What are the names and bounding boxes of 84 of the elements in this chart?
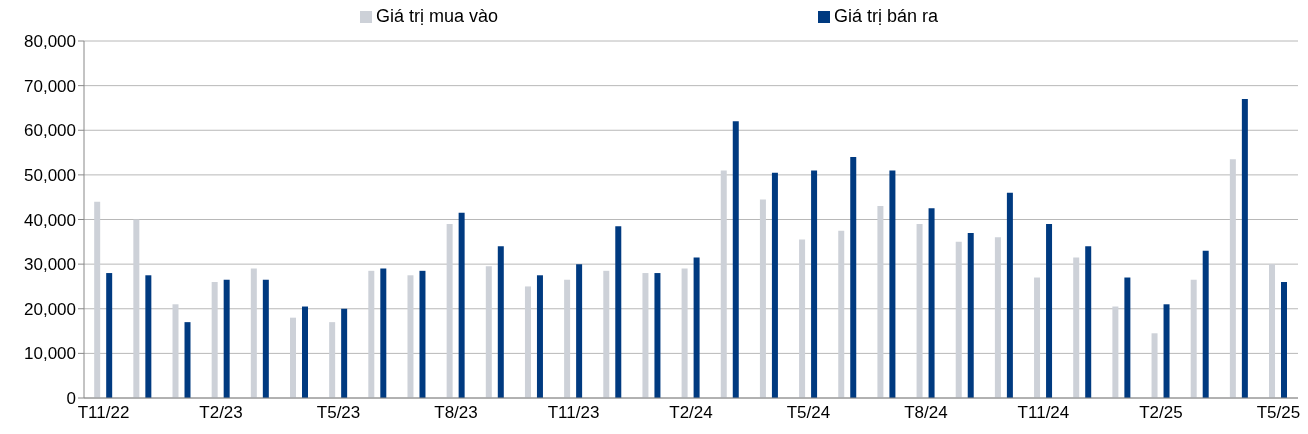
bar [615,226,622,398]
bar [838,230,845,398]
bar [928,208,935,398]
bar [1229,159,1236,398]
bar [994,237,1001,398]
bar [419,270,426,398]
bar [380,268,387,398]
bar [681,268,688,398]
bar [446,223,453,398]
bar [172,304,179,398]
bar [1269,264,1276,398]
bar [1163,304,1170,398]
y-tick-label: 40,000 [24,210,76,230]
bar [524,286,531,398]
bar [289,317,296,398]
bar [485,266,492,398]
bar [184,322,191,398]
bar [811,170,818,398]
y-tick-label: 0 [66,389,76,409]
bar [1190,279,1197,398]
bar [341,308,348,398]
bar [368,270,375,398]
y-tick-label: 20,000 [24,299,76,319]
y-tick-label: 50,000 [24,165,76,185]
x-tick-label: T5/25 [1256,403,1301,423]
y-tick-label: 10,000 [24,344,76,364]
bar [642,273,649,398]
y-tick-label: 60,000 [24,121,76,141]
bar [877,206,884,398]
y-tick-label: 30,000 [24,255,76,275]
x-tick-label: T11/24 [1017,403,1070,423]
bar [693,257,700,398]
x-tick-label: T5/23 [316,403,361,423]
bar [1281,281,1288,398]
bar [407,275,414,398]
bar [720,170,727,398]
bar [603,270,610,398]
bar [497,246,504,398]
bar [211,281,218,398]
x-tick-label: T11/22 [77,403,130,423]
x-tick-label: T11/23 [547,403,600,423]
bar [106,273,113,398]
bar [654,273,661,398]
bar [1112,306,1119,398]
bar [889,170,896,398]
bar [250,268,257,398]
bar [1202,250,1209,398]
bar [458,212,465,398]
bar [732,121,739,398]
y-tick-label: 80,000 [24,32,76,52]
bar [262,279,269,398]
bar [94,201,101,398]
x-tick-label: T5/24 [786,403,831,423]
bar [301,306,308,398]
bar [329,322,336,398]
bar [223,279,230,398]
bar [133,219,140,398]
y-tick-label: 70,000 [24,76,76,96]
x-tick-label: T8/23 [434,403,478,423]
bar [1124,277,1131,398]
bar [145,275,152,398]
x-tick-label: T2/25 [1139,403,1183,423]
bar [1034,277,1041,398]
bar [1046,223,1053,398]
bar [967,232,974,398]
bar [916,223,923,398]
bar [1151,333,1158,398]
x-tick-label: T2/23 [199,403,243,423]
bar [576,264,583,398]
bar [1085,246,1092,398]
bar [759,199,766,398]
bar [955,241,962,398]
bar [799,239,806,398]
x-tick-label: T8/24 [904,403,948,423]
legend-label: Giá trị mua vào [375,6,498,27]
bar [1073,257,1080,398]
legend-label: Giá trị bán ra [834,6,939,27]
x-tick-label: T2/24 [669,403,713,423]
bar [536,275,543,398]
bar [850,157,857,398]
bar [771,172,778,398]
bar [1241,99,1248,398]
bar [1006,192,1013,398]
bar [564,279,571,398]
